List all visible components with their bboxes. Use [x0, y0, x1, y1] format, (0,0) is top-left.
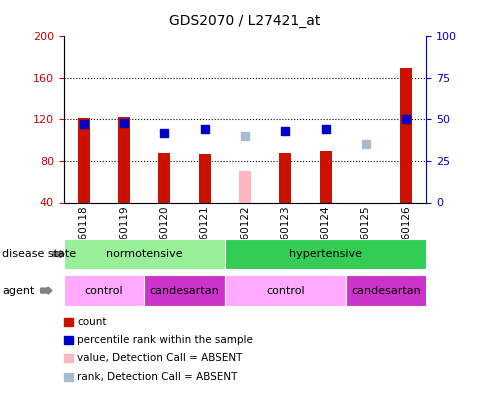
Text: agent: agent: [2, 286, 35, 296]
Text: value, Detection Call = ABSENT: value, Detection Call = ABSENT: [77, 354, 243, 363]
Point: [281, 128, 289, 134]
Point: [80, 121, 88, 128]
Text: control: control: [266, 286, 305, 296]
Text: candesartan: candesartan: [351, 286, 421, 296]
Bar: [225, 275, 346, 306]
Bar: [158, 153, 171, 202]
Bar: [198, 154, 211, 202]
Text: count: count: [77, 317, 107, 327]
Bar: [346, 275, 426, 306]
Point: [120, 119, 128, 126]
Point: [241, 133, 249, 139]
Text: percentile rank within the sample: percentile rank within the sample: [77, 335, 253, 345]
Bar: [64, 239, 225, 269]
Text: hypertensive: hypertensive: [289, 249, 362, 259]
Bar: [319, 151, 332, 202]
Bar: [118, 117, 130, 202]
Bar: [225, 239, 426, 269]
Point: [321, 126, 329, 133]
Bar: [279, 153, 292, 202]
Text: rank, Detection Call = ABSENT: rank, Detection Call = ABSENT: [77, 372, 238, 382]
Text: disease state: disease state: [2, 249, 76, 259]
Bar: [239, 171, 251, 202]
Point: [402, 116, 410, 123]
Point: [201, 126, 209, 133]
Point: [362, 141, 370, 148]
Text: GDS2070 / L27421_at: GDS2070 / L27421_at: [170, 14, 320, 28]
Bar: [78, 118, 90, 202]
Text: candesartan: candesartan: [149, 286, 220, 296]
Bar: [144, 275, 225, 306]
Bar: [64, 275, 144, 306]
Point: [161, 130, 169, 136]
Bar: [360, 202, 372, 205]
Text: normotensive: normotensive: [106, 249, 183, 259]
Text: control: control: [85, 286, 123, 296]
Bar: [400, 68, 412, 202]
